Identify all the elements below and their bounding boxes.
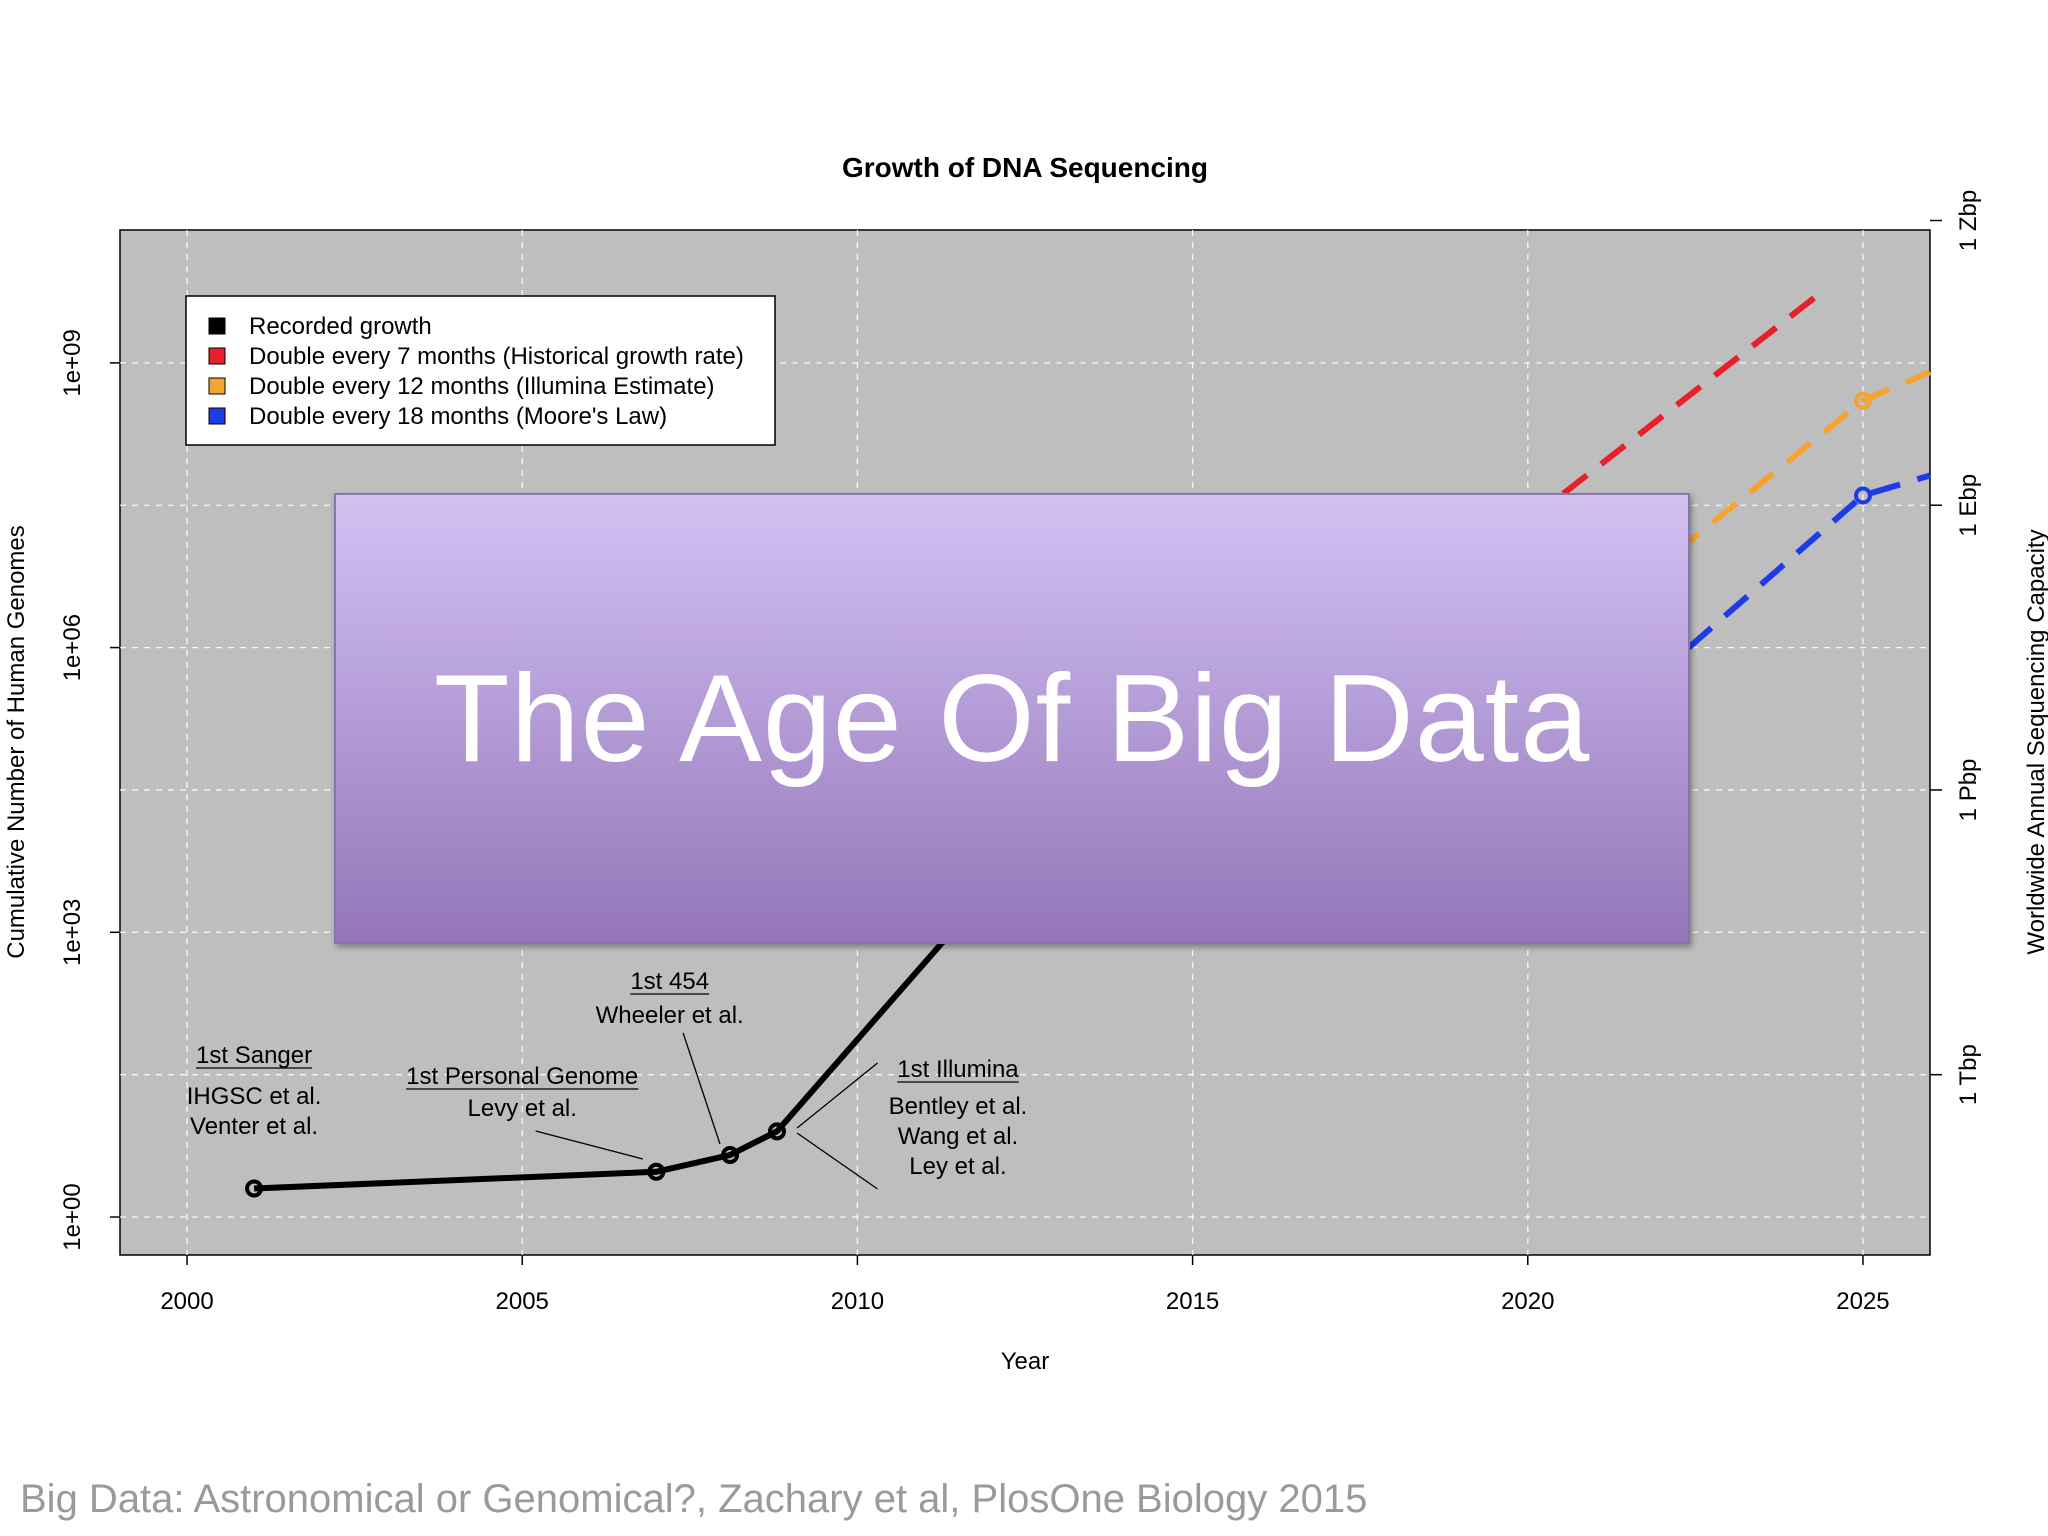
series-line-3 (1686, 472, 1931, 650)
y2-tick-label: 1 Zbp (1955, 190, 1982, 251)
x-axis-label: Year (1001, 1348, 1050, 1375)
data-point (647, 1162, 666, 1181)
citation: Big Data: Astronomical or Genomical?, Za… (20, 1477, 1368, 1521)
annotation-text: Levy et al. (468, 1095, 577, 1122)
x-tick-label: 2000 (160, 1288, 213, 1315)
annotation-heading: 1st Personal Genome (406, 1063, 638, 1090)
data-point (1853, 486, 1872, 505)
annotation-text: Venter et al. (190, 1113, 318, 1140)
y-axis: 1e+00 1e+03 1e+06 1e+09 (59, 329, 120, 1251)
y2-axis: 1 Tbp 1 Pbp 1 Ebp 1 Zbp (1930, 190, 1982, 1105)
y-tick-label: 1e+03 (59, 899, 86, 966)
series-line-0 (253, 930, 954, 1192)
y2-tick-label: 1 Tbp (1955, 1044, 1982, 1105)
banner-text: The Age Of Big Data (433, 649, 1591, 788)
annotation-heading: 1st 454 (630, 968, 709, 995)
annotations: 1st Sanger IHGSC et al. Venter et al. 1st P… (187, 968, 1028, 1190)
x-tick-label: 2025 (1836, 1288, 1889, 1315)
x-tick-label: 2005 (496, 1288, 549, 1315)
x-tick-label: 2020 (1501, 1288, 1554, 1315)
x-tick-label: 2010 (831, 1288, 884, 1315)
annotation-leader (682, 1032, 721, 1145)
data-point (1853, 391, 1872, 410)
x-axis: 2000 2005 2010 2015 2020 2025 (160, 1255, 1890, 1315)
legend-swatch (208, 347, 226, 365)
y2-tick-label: 1 Pbp (1955, 759, 1982, 822)
y-tick-label: 1e+09 (59, 329, 86, 396)
series-line-2 (1673, 369, 1932, 556)
annotation-text: Bentley et al. (889, 1093, 1028, 1120)
annotation-heading: 1st Illumina (897, 1056, 1019, 1083)
title-banner: The Age Of Big Data (334, 493, 1690, 944)
chart-title: Growth of DNA Sequencing (842, 152, 1208, 183)
data-point (721, 1146, 740, 1165)
data-point (767, 1122, 786, 1141)
series-markers (245, 391, 1872, 1198)
annotation-leader (535, 1130, 644, 1160)
legend-label: Recorded growth (249, 313, 432, 340)
annotation-text: Wheeler et al. (596, 1002, 744, 1029)
y2-tick-label: 1 Ebp (1955, 474, 1982, 537)
legend-label: Double every 7 months (Historical growth… (249, 343, 744, 370)
legend-swatch (208, 377, 226, 395)
y-tick-label: 1e+00 (59, 1183, 86, 1250)
annotation-text: Wang et al. (898, 1123, 1019, 1150)
legend-swatch (208, 317, 226, 335)
annotation-text: IHGSC et al. (187, 1083, 322, 1110)
y-tick-label: 1e+06 (59, 614, 86, 681)
y2-axis-label: Worldwide Annual Sequencing Capacity (2023, 529, 2048, 954)
y-axis-label: Cumulative Number of Human Genomes (3, 525, 30, 959)
annotation-leader (796, 1132, 878, 1190)
x-tick-label: 2015 (1166, 1288, 1219, 1315)
data-point (245, 1179, 264, 1198)
legend: Recorded growth Double every 7 months (Hi… (185, 295, 776, 446)
legend-box (185, 295, 776, 446)
legend-label: Double every 18 months (Moore's Law) (249, 403, 667, 430)
annotation-leader (796, 1062, 878, 1129)
annotation-text: Ley et al. (909, 1153, 1006, 1180)
legend-swatch (208, 407, 226, 425)
legend-label: Double every 12 months (Illumina Estimat… (249, 373, 715, 400)
annotation-heading: 1st Sanger (196, 1042, 312, 1069)
